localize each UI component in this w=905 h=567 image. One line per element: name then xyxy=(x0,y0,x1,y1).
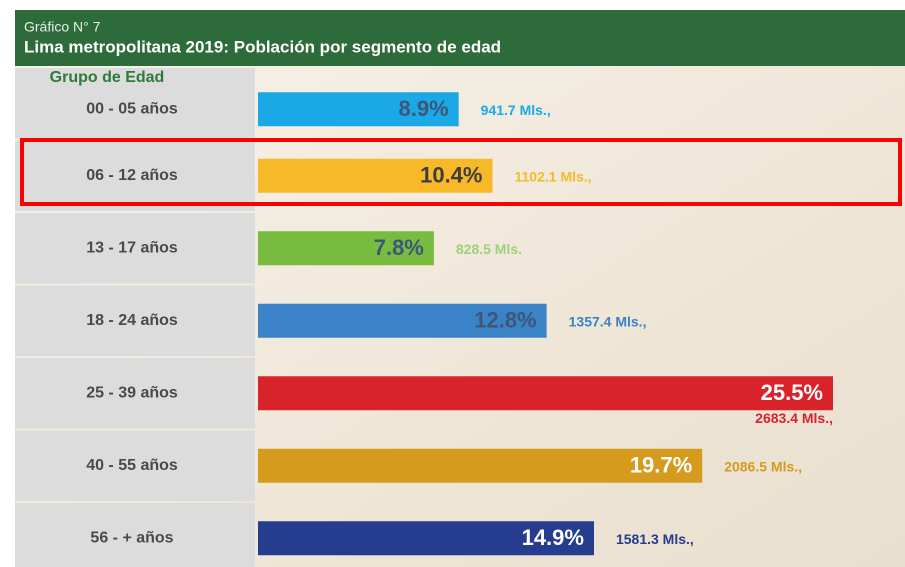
value-label: 14.9% xyxy=(522,525,584,550)
category-label: 25 - 39 años xyxy=(86,384,178,401)
category-cell xyxy=(15,430,255,501)
category-cell xyxy=(15,285,255,356)
annotation: 1102.1 Mls., xyxy=(515,168,592,184)
category-label: 40 - 55 años xyxy=(86,457,178,474)
annotation: 1357.4 Mls., xyxy=(569,313,647,329)
subtitle: Gráfico N° 7 xyxy=(24,19,101,35)
value-label: 12.8% xyxy=(474,308,536,333)
highlight-box xyxy=(20,138,902,206)
annotation: 2683.4 Mls., xyxy=(755,410,833,426)
category-label: 56 - + años xyxy=(90,529,173,546)
bar xyxy=(258,92,459,127)
rows xyxy=(15,68,255,567)
bar xyxy=(258,158,493,193)
category-cell xyxy=(15,503,255,567)
header xyxy=(15,10,905,66)
category-label: 18 - 24 años xyxy=(86,312,178,329)
annotation: 1581.3 Mls., xyxy=(616,531,694,547)
bar xyxy=(258,303,547,338)
bar xyxy=(258,448,703,483)
category-cell xyxy=(15,68,255,139)
bar xyxy=(258,521,594,556)
annotation: 2086.5 Mls., xyxy=(724,458,802,474)
annotation: 941.7 Mls., xyxy=(481,102,551,118)
bar xyxy=(258,376,833,411)
value-label: 8.9% xyxy=(399,96,449,121)
category-label: 00 - 05 años xyxy=(86,100,178,117)
value-label: 25.5% xyxy=(761,380,823,405)
annotation: 828.5 Mls. xyxy=(456,241,522,257)
category-label: 06 - 12 años xyxy=(86,167,178,184)
value-label: 10.4% xyxy=(420,163,482,188)
category-cell xyxy=(15,140,255,211)
chart-title: Lima metropolitana 2019: Población por s… xyxy=(24,37,501,56)
category-label: 13 - 17 años xyxy=(86,239,178,256)
category-header: Grupo de Edad xyxy=(50,69,165,86)
value-label: 19.7% xyxy=(630,453,692,478)
value-label: 7.8% xyxy=(374,235,424,260)
bar xyxy=(258,231,434,266)
category-cell xyxy=(15,213,255,284)
category-cell xyxy=(15,358,255,429)
